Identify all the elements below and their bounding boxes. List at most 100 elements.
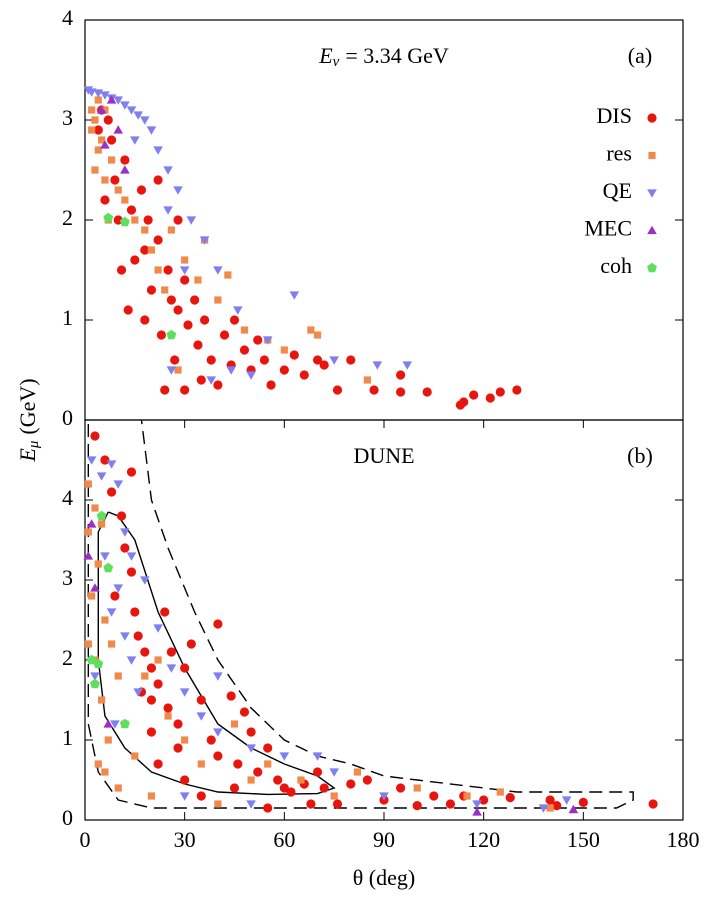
x-axis-label: θ (deg) [353,865,415,890]
point [213,619,223,629]
point [107,156,116,164]
y-tick-label: 1 [62,305,73,330]
point [91,504,99,512]
point [512,385,522,395]
point [98,520,106,528]
point [312,752,323,761]
point [166,295,176,305]
point [263,803,273,813]
point [103,115,113,125]
point [179,266,190,275]
point [91,166,99,174]
point [101,176,109,184]
point [110,591,120,601]
point [146,727,157,737]
point [239,345,250,355]
text-part: E [15,448,40,463]
y-tick-label: 2 [62,645,73,670]
point [396,370,406,380]
point [332,799,343,809]
point [163,166,173,175]
point [266,380,276,390]
panel-b-frame [84,419,684,821]
point [114,672,122,680]
legend-marker [647,262,657,273]
point [200,315,210,325]
point [396,387,406,397]
legend-label: DIS [597,103,632,128]
point [110,720,120,729]
point [133,631,143,641]
point [173,719,183,729]
point [126,467,137,477]
point [259,355,269,365]
point [153,759,163,769]
point [213,672,223,681]
point [213,266,223,275]
point [154,266,162,274]
point [93,658,104,669]
point [280,346,288,354]
point [91,116,99,124]
point [120,528,130,537]
point [469,390,479,400]
point [96,510,107,521]
point [413,784,421,792]
point [90,678,100,689]
point [140,315,150,325]
point [88,126,96,134]
point [101,616,109,624]
energy-label: Eν = 3.34 GeV [318,43,449,70]
point [180,275,190,285]
point [98,696,106,704]
point [163,206,173,215]
point [194,276,202,284]
point [206,376,217,385]
point [546,804,554,812]
point [106,487,117,497]
point [96,105,107,114]
point [130,136,140,145]
point [206,735,216,745]
point [131,752,139,760]
point [239,707,250,717]
point [180,775,190,785]
point [299,370,309,380]
point [90,672,100,681]
point [100,91,110,100]
point [119,718,130,729]
point [86,456,97,465]
point [186,639,196,649]
point [106,135,117,145]
point [123,305,133,315]
point [372,361,383,370]
point [578,797,588,808]
point [568,804,579,814]
point [90,583,100,592]
x-tick-label: 150 [567,827,600,852]
point [163,703,173,713]
text-part: μ [26,440,42,449]
point [173,186,183,195]
point [146,285,157,295]
point [120,632,130,641]
point [253,767,263,777]
x-tick-label: 120 [467,827,500,852]
point [181,256,189,264]
y-tick-label: 1 [62,725,73,750]
legend-marker [647,225,657,235]
point [279,365,289,375]
point [246,744,256,753]
point [196,791,206,801]
x-tick-label: 60 [273,827,295,852]
point [369,385,379,395]
point [246,727,256,737]
point [90,431,100,441]
point [246,800,256,809]
point [545,795,555,805]
point [402,361,413,370]
point [166,647,176,657]
y-tick-label: 2 [62,205,73,230]
point [170,355,180,365]
point [113,584,124,593]
